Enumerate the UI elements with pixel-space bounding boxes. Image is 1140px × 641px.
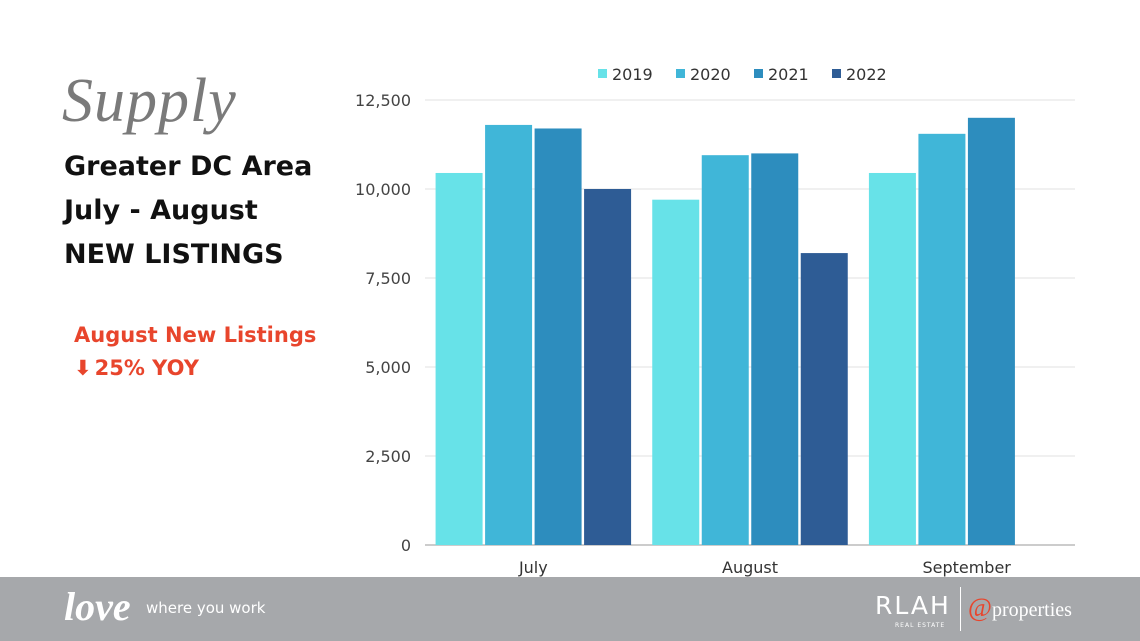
legend-swatch bbox=[832, 69, 841, 78]
legend-label: 2021 bbox=[768, 65, 809, 84]
bar-2021-september bbox=[967, 117, 1015, 546]
footer-tagline: where you work bbox=[146, 599, 266, 617]
legend-label: 2019 bbox=[612, 65, 653, 84]
legend-swatch bbox=[676, 69, 685, 78]
properties-text: properties bbox=[991, 599, 1072, 621]
heading-line-3: NEW LISTINGS bbox=[64, 239, 284, 270]
footer-bar: love where you work RLAH REAL ESTATE @pr… bbox=[0, 577, 1140, 641]
y-tick-label: 7,500 bbox=[365, 269, 411, 288]
bar-2020-august bbox=[701, 155, 749, 545]
heading-line-1: Greater DC Area bbox=[64, 151, 313, 182]
at-symbol-icon: @ bbox=[968, 593, 992, 622]
bar-2019-september bbox=[868, 172, 916, 545]
y-tick-label: 0 bbox=[401, 536, 411, 555]
rlah-logo-subtitle: REAL ESTATE bbox=[895, 622, 946, 629]
bar-2022-august bbox=[800, 253, 848, 545]
x-tick-label: July bbox=[518, 558, 548, 577]
rlah-logo: RLAH bbox=[875, 591, 951, 620]
properties-logo: @properties bbox=[968, 595, 1072, 621]
logo-divider bbox=[960, 587, 961, 631]
y-tick-label: 12,500 bbox=[355, 91, 411, 110]
x-tick-label: August bbox=[722, 558, 778, 577]
heading-line-2: July - August bbox=[64, 195, 258, 226]
bar-2019-august bbox=[652, 199, 700, 545]
bar-2020-july bbox=[485, 124, 533, 546]
supply-label: Supply bbox=[62, 67, 237, 135]
down-arrow-icon: ⬇ bbox=[74, 356, 92, 380]
y-tick-label: 2,500 bbox=[365, 447, 411, 466]
callout-yoy-value: 25% YOY bbox=[94, 356, 199, 380]
bar-2022-july bbox=[584, 189, 632, 545]
x-tick-label: September bbox=[922, 558, 1011, 577]
bar-2021-july bbox=[534, 128, 582, 545]
callout-line-2: ⬇ 25% YOY bbox=[74, 358, 199, 379]
legend-swatch bbox=[754, 69, 763, 78]
bar-2021-august bbox=[751, 153, 799, 545]
legend-label: 2022 bbox=[846, 65, 887, 84]
bar-2019-july bbox=[435, 172, 483, 545]
y-tick-label: 5,000 bbox=[365, 358, 411, 377]
legend-label: 2020 bbox=[690, 65, 731, 84]
bar-chart: 0 2,500 5,000 7,500 10,000 12,500 July August Se… bbox=[355, 65, 1075, 577]
callout-line-1: August New Listings bbox=[74, 323, 317, 347]
bar-2020-september bbox=[918, 133, 966, 545]
legend-swatch bbox=[598, 69, 607, 78]
y-tick-label: 10,000 bbox=[355, 180, 411, 199]
love-logo: love bbox=[64, 584, 131, 629]
